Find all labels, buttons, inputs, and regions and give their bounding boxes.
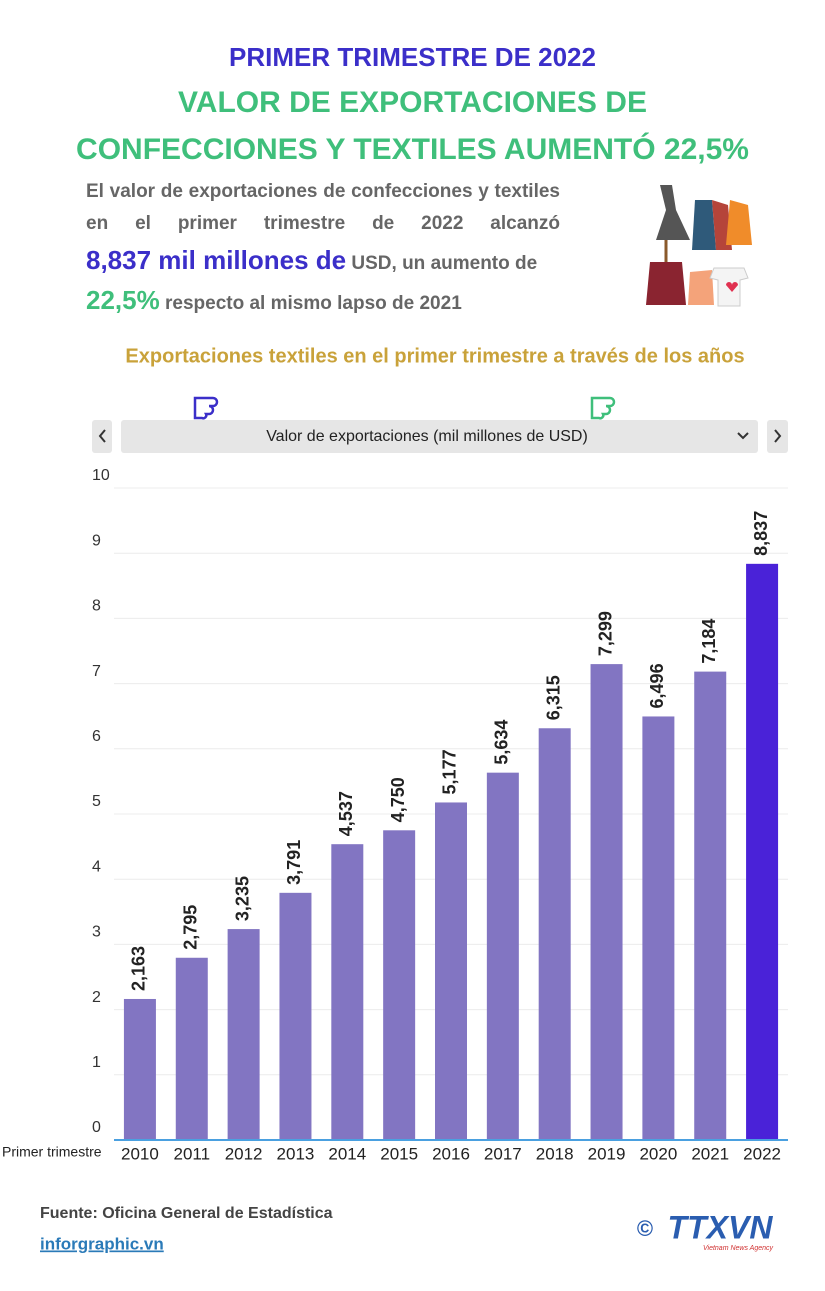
value-label: 4,750 [388, 777, 408, 822]
x-tick-label: 2020 [639, 1144, 677, 1163]
next-button[interactable] [767, 420, 788, 453]
value-label: 4,537 [336, 791, 356, 836]
intro-text: respecto al mismo lapso de 2021 [159, 293, 462, 314]
chart-title: Exportaciones textiles en el primer trim… [125, 345, 744, 367]
header-line2: VALOR DE EXPORTACIONES DE [178, 86, 647, 119]
x-tick-label: 2021 [691, 1144, 729, 1163]
pointer-icon [193, 396, 219, 420]
agency: Vietnam News Agency [703, 1245, 774, 1252]
prev-button[interactable] [92, 420, 112, 453]
value-label: 7,299 [595, 611, 615, 656]
x-tick-label: 2016 [432, 1144, 470, 1163]
bar [383, 830, 416, 1140]
value-label: 5,177 [440, 749, 460, 794]
bar [279, 892, 312, 1140]
link[interactable]: inforgraphic.vn [40, 1234, 164, 1253]
pointer-icon [590, 396, 616, 420]
header-line3: CONFECCIONES Y TEXTILES AUMENTÓ 22,5% [76, 133, 749, 166]
source: Fuente: Oficina General de Estadística [40, 1205, 333, 1222]
y-tick-label: 5 [92, 793, 101, 810]
value-label: 7,184 [699, 619, 719, 664]
x-tick-label: 2018 [536, 1144, 574, 1163]
x-tick-label: 2013 [277, 1144, 315, 1163]
value-label: 6,496 [647, 663, 667, 708]
selector-label: Valor de exportaciones (mil millones de … [266, 428, 588, 445]
bar [435, 802, 467, 1140]
x-tick-label: 2017 [484, 1144, 522, 1163]
intro-growth: 22,5% [86, 285, 160, 315]
y-tick-label: 2 [92, 989, 101, 1006]
bar [746, 563, 779, 1140]
y-tick-label: 8 [92, 598, 101, 615]
bar [538, 728, 571, 1140]
y-tick-label: 4 [92, 858, 101, 875]
y-tick-label: 3 [92, 924, 101, 941]
series-selector[interactable]: Valor de exportaciones (mil millones de … [121, 420, 758, 453]
header-line1: PRIMER TRIMESTRE DE 2022 [229, 42, 596, 72]
y-tick-label: 1 [92, 1054, 101, 1071]
clothes-illustration [646, 185, 752, 307]
value-label: 6,315 [543, 675, 563, 720]
bar [590, 664, 623, 1140]
y-tick-label: 0 [92, 1119, 101, 1136]
value-label: 2,163 [129, 946, 149, 991]
intro-text: USD, un aumento de [346, 253, 538, 274]
x-tick-label: 2010 [121, 1144, 159, 1163]
x-tick-label: 2019 [588, 1144, 626, 1163]
logo: TTXVN [668, 1209, 774, 1245]
copyright: © [637, 1216, 653, 1241]
x-tick-label: 2014 [328, 1144, 366, 1163]
value-label: 2,795 [181, 905, 201, 950]
x-axis-label: Primer trimestre [2, 1144, 102, 1160]
x-tick-label: 2011 [173, 1144, 210, 1163]
bar [123, 998, 156, 1140]
y-tick-label: 7 [92, 663, 101, 680]
bar [175, 957, 208, 1140]
value-label: 5,634 [492, 720, 512, 765]
value-label: 3,791 [284, 840, 304, 885]
bar [331, 844, 364, 1140]
bar [642, 716, 675, 1140]
x-tick-label: 2015 [380, 1144, 418, 1163]
intro-value: 8,837 mil millones de [86, 245, 347, 275]
value-label: 8,837 [751, 511, 771, 556]
intro: El valor de exportaciones de confeccione… [86, 176, 560, 320]
bar [694, 671, 727, 1140]
y-tick-label: 6 [92, 728, 101, 745]
bar [227, 929, 260, 1140]
bar [486, 772, 519, 1140]
y-tick-label: 9 [92, 532, 101, 549]
x-tick-label: 2022 [743, 1144, 781, 1163]
value-label: 3,235 [232, 876, 252, 921]
y-tick-label: 10 [92, 467, 110, 484]
intro-text: El valor de exportaciones de confeccione… [86, 181, 560, 234]
x-tick-label: 2012 [225, 1144, 263, 1163]
